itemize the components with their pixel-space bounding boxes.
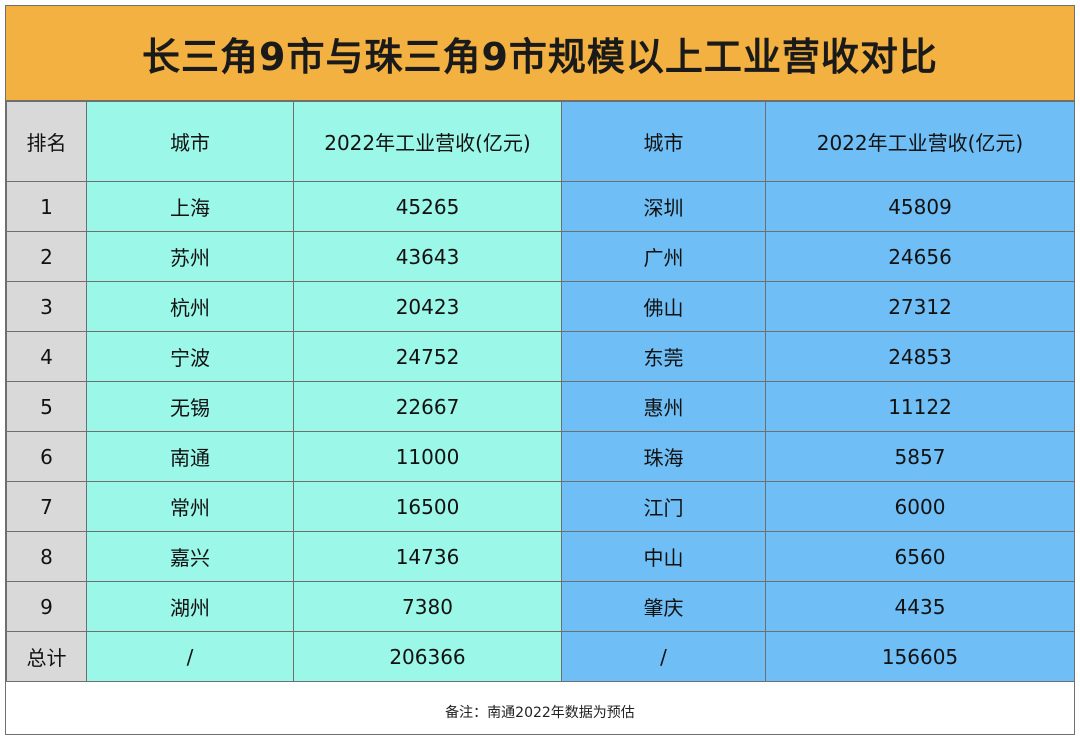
yrd-revenue-cell: 22667 [293, 381, 562, 432]
yrd-revenue-cell: 7380 [293, 581, 562, 632]
yrd-city-cell: 杭州 [86, 281, 294, 332]
total-row: 总计 / 206366 / 156605 [6, 631, 1075, 682]
yrd-revenue-cell: 14736 [293, 531, 562, 582]
prd-revenue-cell: 6560 [765, 531, 1075, 582]
header-prd-city: 城市 [561, 101, 766, 182]
table-row: 1 上海 45265 深圳 45809 [6, 181, 1075, 232]
header-rank: 排名 [6, 101, 87, 182]
rank-cell: 7 [6, 481, 87, 532]
yrd-revenue-cell: 11000 [293, 431, 562, 482]
table-row: 4 宁波 24752 东莞 24853 [6, 331, 1075, 382]
prd-total-revenue-cell: 156605 [765, 631, 1075, 682]
footnote: 备注：南通2022年数据为预估 [6, 689, 1074, 734]
yrd-total-city-cell: / [86, 631, 294, 682]
header-prd-revenue: 2022年工业营收(亿元) [765, 101, 1075, 182]
prd-revenue-cell: 11122 [765, 381, 1075, 432]
rank-cell: 5 [6, 381, 87, 432]
table-row: 8 嘉兴 14736 中山 6560 [6, 531, 1075, 582]
yrd-city-cell: 无锡 [86, 381, 294, 432]
yrd-city-cell: 湖州 [86, 581, 294, 632]
yrd-city-cell: 南通 [86, 431, 294, 482]
prd-city-cell: 广州 [561, 231, 766, 282]
header-yrd-revenue: 2022年工业营收(亿元) [293, 101, 562, 182]
prd-revenue-cell: 45809 [765, 181, 1075, 232]
prd-city-cell: 惠州 [561, 381, 766, 432]
prd-city-cell: 江门 [561, 481, 766, 532]
prd-revenue-cell: 27312 [765, 281, 1075, 332]
header-yrd-city: 城市 [86, 101, 294, 182]
prd-city-cell: 佛山 [561, 281, 766, 332]
prd-revenue-cell: 24853 [765, 331, 1075, 382]
yrd-city-cell: 常州 [86, 481, 294, 532]
table-row: 3 杭州 20423 佛山 27312 [6, 281, 1075, 332]
yrd-revenue-cell: 20423 [293, 281, 562, 332]
header-row: 排名 城市 2022年工业营收(亿元) 城市 2022年工业营收(亿元) [6, 101, 1075, 182]
table-row: 6 南通 11000 珠海 5857 [6, 431, 1075, 482]
yrd-total-revenue-cell: 206366 [293, 631, 562, 682]
prd-revenue-cell: 5857 [765, 431, 1075, 482]
yrd-revenue-cell: 24752 [293, 331, 562, 382]
prd-revenue-cell: 24656 [765, 231, 1075, 282]
table-row: 5 无锡 22667 惠州 11122 [6, 381, 1075, 432]
table-row: 9 湖州 7380 肇庆 4435 [6, 581, 1075, 632]
yrd-city-cell: 嘉兴 [86, 531, 294, 582]
table-row: 2 苏州 43643 广州 24656 [6, 231, 1075, 282]
table-frame: 长三角9市与珠三角9市规模以上工业营收对比 排名 城市 2022年工业营收(亿元… [5, 5, 1075, 735]
rank-cell: 2 [6, 231, 87, 282]
yrd-city-cell: 宁波 [86, 331, 294, 382]
page-title: 长三角9市与珠三角9市规模以上工业营收对比 [6, 6, 1074, 101]
prd-revenue-cell: 4435 [765, 581, 1075, 632]
prd-city-cell: 肇庆 [561, 581, 766, 632]
yrd-city-cell: 苏州 [86, 231, 294, 282]
prd-city-cell: 珠海 [561, 431, 766, 482]
prd-city-cell: 深圳 [561, 181, 766, 232]
prd-revenue-cell: 6000 [765, 481, 1075, 532]
yrd-revenue-cell: 45265 [293, 181, 562, 232]
prd-city-cell: 中山 [561, 531, 766, 582]
table-row: 7 常州 16500 江门 6000 [6, 481, 1075, 532]
comparison-table: 排名 城市 2022年工业营收(亿元) 城市 2022年工业营收(亿元) 1 上… [6, 101, 1075, 682]
rank-cell: 6 [6, 431, 87, 482]
rank-cell: 8 [6, 531, 87, 582]
prd-total-city-cell: / [561, 631, 766, 682]
rank-cell: 1 [6, 181, 87, 232]
yrd-revenue-cell: 16500 [293, 481, 562, 532]
rank-cell: 4 [6, 331, 87, 382]
yrd-city-cell: 上海 [86, 181, 294, 232]
yrd-revenue-cell: 43643 [293, 231, 562, 282]
prd-city-cell: 东莞 [561, 331, 766, 382]
total-label-cell: 总计 [6, 631, 87, 682]
rank-cell: 9 [6, 581, 87, 632]
rank-cell: 3 [6, 281, 87, 332]
